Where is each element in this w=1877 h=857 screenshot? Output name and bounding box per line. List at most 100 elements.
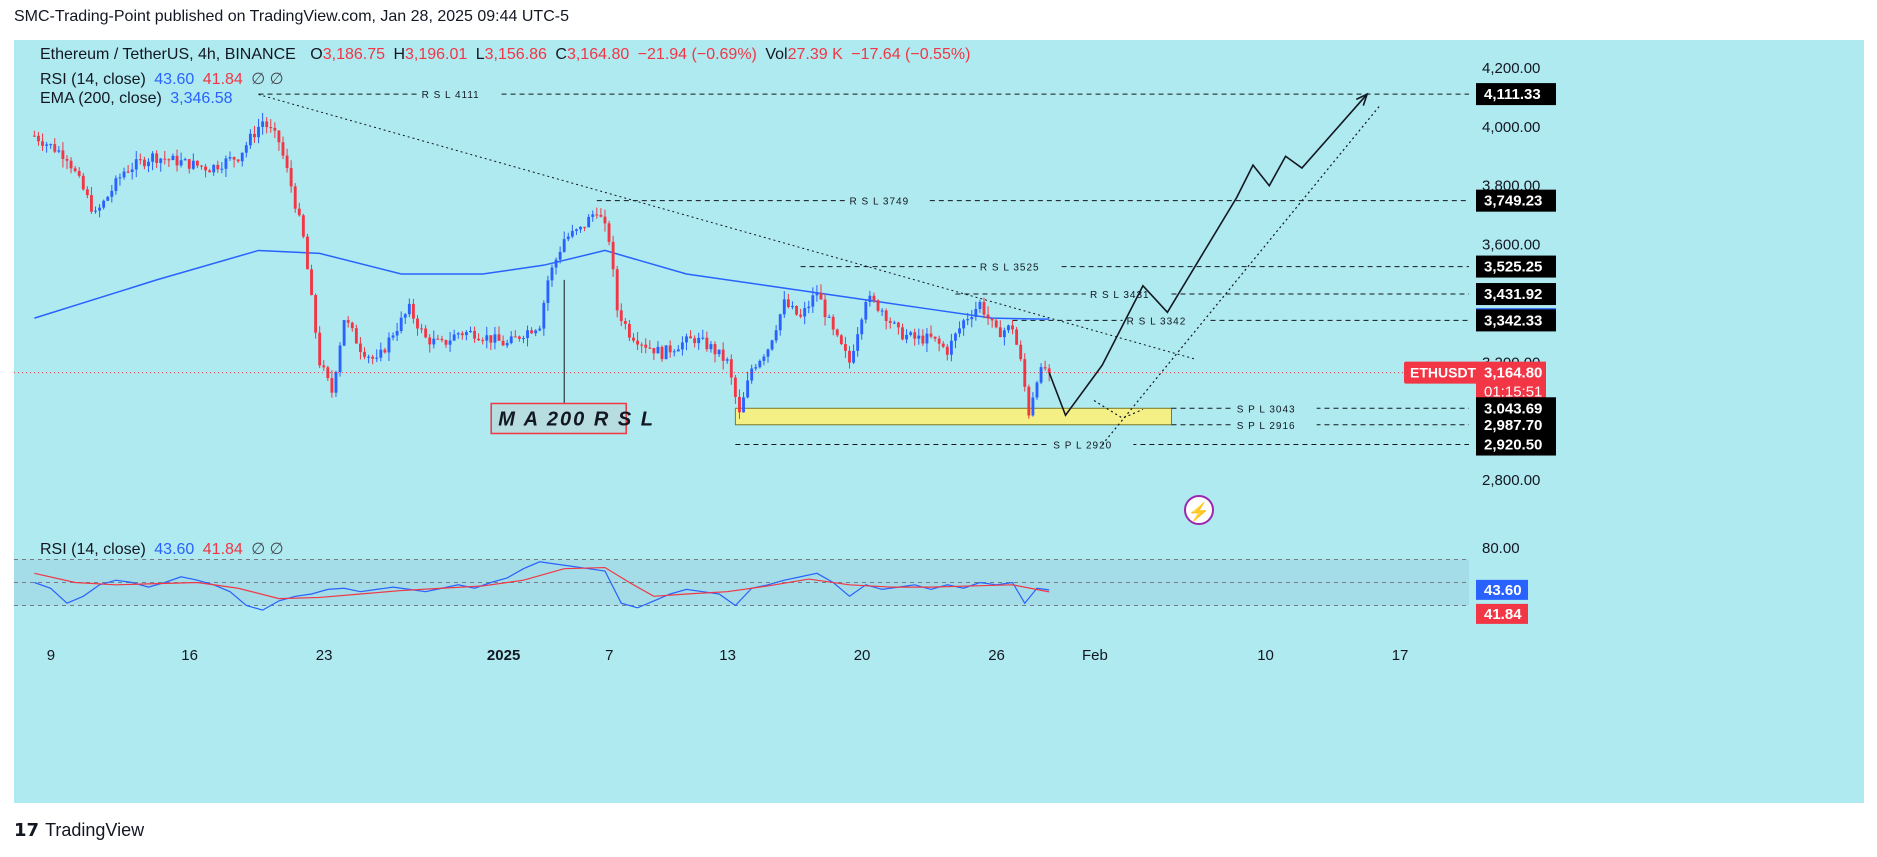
candle [750,368,754,381]
trendline[interactable] [258,94,1197,360]
high-value: 3,196.01 [405,46,468,63]
ma-annotation-box[interactable] [490,402,627,435]
candle [672,351,676,353]
candle [884,310,888,322]
candle [705,337,709,350]
candle [98,207,102,211]
candle [619,310,623,322]
candle [852,350,856,363]
projection-path[interactable] [1048,93,1368,417]
rsi-value: 43.60 [154,71,195,88]
candle [770,340,774,350]
candle [81,175,85,190]
candle [823,299,827,318]
candle [452,334,456,341]
candle [187,159,191,169]
candle [652,348,656,354]
candle [183,159,187,161]
candle [301,215,305,237]
lightning-icon[interactable]: ⚡ [1184,495,1214,525]
candle [424,328,428,338]
footer-brand-label: TradingView [45,820,145,840]
candle [627,323,631,338]
candle [477,338,481,341]
price-axis-tick: 2,800.00 [1482,472,1540,489]
candle [611,241,615,270]
candle [791,305,794,308]
candle [456,333,460,335]
candle [45,144,49,146]
candle [558,251,562,260]
candle [65,159,69,161]
candle [615,269,619,311]
candle [391,335,395,338]
candle [733,377,737,397]
price-label-text: 4,111.33 [1484,86,1541,103]
candle [94,210,97,212]
candle [583,226,587,228]
time-axis-tick: 16 [181,647,198,664]
candle [819,292,823,300]
candle [746,380,750,398]
candle [742,397,745,413]
candle [530,330,534,334]
candle [986,314,990,319]
candle [469,330,472,333]
candle [224,158,228,169]
channel-line[interactable] [1101,105,1380,446]
candle [236,159,240,162]
candle [945,346,949,355]
candle [513,336,517,338]
chart-panel[interactable]: R S L 4111 R S L 3749 R S L 3525 R S L 3431… [14,40,1864,803]
ema-name: EMA (200, close) [40,90,162,107]
candle [754,367,758,369]
candle [570,230,574,237]
candle [269,127,273,129]
candle [811,295,815,307]
channel-dots[interactable] [1093,400,1144,419]
candle [151,153,154,162]
candle [191,160,195,169]
candle [827,316,831,318]
candle [297,208,301,216]
candle [587,216,591,228]
price-label-text: 3,043.69 [1484,400,1542,417]
candle [505,343,509,346]
candle [473,330,476,339]
candle [501,340,505,346]
candle [795,305,798,315]
candle [354,328,358,344]
candle [310,269,313,296]
time-axis-tick: 9 [47,647,55,664]
candle [1031,397,1035,416]
candle [782,299,786,315]
candle [289,168,293,187]
candle [41,141,44,146]
candle [489,335,493,343]
candle [509,336,513,344]
candle [497,334,501,341]
candle [917,335,921,339]
candle [562,239,566,252]
rsi-name: RSI (14, close) [40,71,146,88]
candle [102,200,106,208]
candle [411,303,415,319]
candle [61,150,65,160]
candle [126,171,130,173]
candle [69,160,73,169]
candle [534,330,538,334]
candle [244,145,248,153]
price-axis-tick: 4,000.00 [1482,119,1540,136]
change-value: −21.94 (−0.69%) [637,46,757,63]
price-label-text: 3,431.92 [1484,286,1542,303]
time-axis-tick: 10 [1257,647,1274,664]
candle [717,349,721,355]
rsi-ma-line [34,566,1050,600]
candle [403,314,407,318]
projection-arrowhead [1355,92,1369,106]
chart-canvas[interactable]: R S L 4111 R S L 3749 R S L 3525 R S L 3431… [14,40,1864,803]
support-zone[interactable] [734,407,1172,426]
time-axis-tick: 20 [854,647,871,664]
footer-brand[interactable]: 𝟭𝟳 TradingView [14,820,144,841]
candle [599,214,603,217]
